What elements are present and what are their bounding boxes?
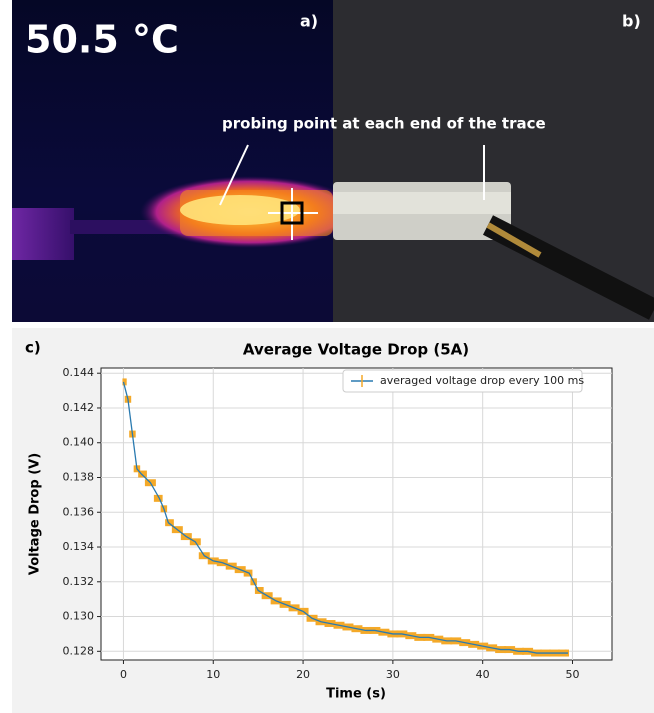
x-axis-label: Time (s) — [326, 687, 386, 702]
panel-label: c) — [25, 339, 41, 357]
legend-label: averaged voltage drop every 100 ms — [380, 374, 584, 387]
panel-label: b) — [622, 12, 641, 31]
x-tick-label: 30 — [386, 668, 400, 681]
y-tick-label: 0.140 — [63, 436, 95, 449]
y-tick-label: 0.144 — [63, 366, 95, 379]
data-line — [122, 381, 568, 654]
y-tick-label: 0.128 — [63, 644, 95, 657]
temperature: 50.5 °C — [25, 18, 179, 62]
y-tick-label: 0.130 — [63, 610, 95, 623]
y-tick-label: 0.132 — [63, 575, 95, 588]
annotation: probing point at each end of the trace — [222, 115, 546, 133]
y-tick-label: 0.142 — [63, 401, 95, 414]
plot: 0 10 20 30 40 50 0.128 0.130 0.132 0.134 0.136 0.13… — [63, 366, 612, 681]
x-tick-label: 0 — [120, 668, 127, 681]
thermal-image — [12, 0, 360, 322]
error-band — [153, 494, 163, 502]
y-tick-label: 0.134 — [63, 540, 95, 553]
x-tick-label: 20 — [296, 668, 310, 681]
error-band — [138, 470, 147, 478]
error-band — [165, 519, 174, 527]
x-tick-label: 10 — [206, 668, 220, 681]
panel-label: a) — [300, 12, 318, 31]
y-tick-label: 0.136 — [63, 505, 95, 518]
error-band — [122, 378, 127, 386]
photo — [333, 0, 654, 322]
y-tick-label: 0.138 — [63, 471, 95, 484]
legend-box — [342, 369, 583, 393]
y-axis-label: Voltage Drop (V) — [28, 453, 43, 575]
x-tick-label: 40 — [476, 668, 490, 681]
plot-area — [100, 367, 613, 661]
chart-title: Average Voltage Drop (5A) — [243, 341, 469, 359]
x-tick-label: 50 — [565, 668, 579, 681]
